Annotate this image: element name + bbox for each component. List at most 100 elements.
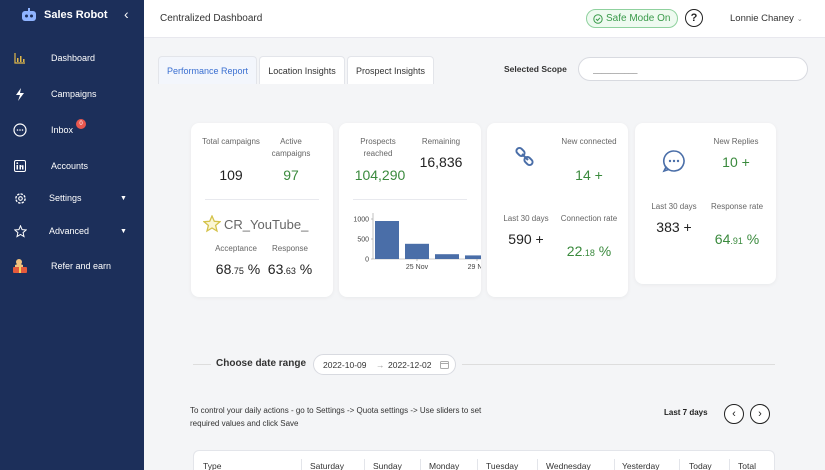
column-separator [537,459,538,470]
tab-location-insights[interactable]: Location Insights [259,56,345,84]
quota-note: To control your daily actions - go to Se… [190,406,482,428]
total-campaigns-value: 109 [219,167,243,183]
replies-card: New Replies 10 + Last 30 days 383 + Resp… [635,123,776,284]
robot-logo-icon [22,8,36,21]
user-menu[interactable]: Lonnie Chaney ⌄ [730,13,803,24]
sidebar-item-campaigns[interactable]: Campaigns [0,81,144,107]
new-connected-value: 14 + [575,167,603,183]
tab-performance-report[interactable]: Performance Report [158,56,257,84]
selected-scope-input[interactable] [578,57,808,81]
top-header: Centralized Dashboard Safe Mode On ? Lon… [144,0,825,38]
page-title: Centralized Dashboard [160,13,263,24]
next-button[interactable]: › [750,404,770,424]
check-circle-icon [593,13,603,24]
chart-bar[interactable] [375,221,399,259]
arrow-right-icon: → [376,359,385,370]
last-30-days-value: 383 + [656,219,692,235]
table-header-cell: Monday [429,461,460,470]
start-date: 2022-10-09 [323,359,367,370]
sidebar-item-label: Settings [49,193,82,203]
brand-name: Sales Robot [44,9,108,21]
previous-button[interactable]: ‹ [724,404,744,424]
x-tick-label: 29 No [468,264,481,271]
caret-down-icon: ▼ [120,227,127,235]
sidebar-item-label: Advanced [49,226,90,236]
response-value: 63.63 % [267,261,313,277]
active-campaigns-label: Active campaigns [271,137,311,158]
sidebar-item-refer[interactable]: Refer and earn [0,253,144,279]
brand[interactable]: Sales Robot [20,8,108,22]
response-rate-label: Response rate [710,202,764,211]
campaign-name: CR_YouTube_ [224,216,309,232]
chat-bubble-icon [12,122,28,138]
selected-scope-label: Selected Scope [504,64,567,74]
card-divider [205,199,319,200]
remaining-value: 16,836 [419,154,463,170]
chart-bar[interactable] [405,243,429,259]
y-tick-label: 1000 [353,217,369,224]
gift-person-icon [12,258,28,274]
calendar-icon [440,361,449,369]
chevron-down-icon: ⌄ [796,16,803,23]
new-replies-label: New Replies [713,137,759,146]
new-connected-label: New connected [561,137,617,146]
end-date: 2022-12-02 [388,359,432,370]
column-separator [614,459,615,470]
campaign-selector[interactable]: CR_YouTube_ [203,215,308,233]
prospects-card: Prospects reached 104,290 Remaining 16,8… [339,123,481,297]
connections-card: New connected 14 + Last 30 days 590 + Co… [487,123,628,297]
star-icon [12,223,28,239]
gear-icon [12,190,28,206]
activity-table-header: Type Saturday Sunday Monday Tuesday Wedn… [193,450,775,470]
linkedin-icon [12,158,28,174]
lightning-icon [12,86,28,102]
sidebar-item-label: Accounts [51,161,89,171]
table-header-cell: Wednesday [546,461,591,470]
y-tick-label: 500 [357,237,369,244]
column-separator [729,459,730,470]
table-header-cell: Saturday [310,461,345,470]
column-separator [679,459,680,470]
column-separator [364,459,365,470]
bar-chart-icon [12,50,28,66]
chart-bar[interactable] [465,255,481,259]
date-range-picker[interactable]: 2022-10-09 → 2022-12-02 [313,354,456,375]
remaining-label: Remaining [421,137,461,146]
x-tick-label: 25 Nov [406,264,429,271]
connection-rate-value: 22.18 % [566,243,612,259]
active-campaigns-value: 97 [283,167,299,183]
new-replies-value: 10 + [722,154,750,170]
sidebar-item-label: Refer and earn [51,261,112,271]
response-rate-value: 64.91 % [714,231,760,247]
safe-mode-label: Safe Mode On [606,13,671,24]
user-name: Lonnie Chaney [730,13,794,24]
sidebar-item-settings[interactable]: Settings ▼ [0,185,144,211]
table-header-cell: Type [203,461,222,470]
chevron-left-icon[interactable]: ‹ [124,6,129,22]
chat-bubble-icon [662,150,685,173]
inbox-badge: 0 [76,119,86,129]
sidebar-item-label: Dashboard [51,53,96,63]
range-divider [193,364,211,365]
prospects-reached-value: 104,290 [354,167,406,183]
acceptance-label: Acceptance [215,244,257,253]
acceptance-value: 68.75 % [215,261,261,277]
last-days-label: Last 7 days [664,408,708,417]
star-icon [203,215,221,233]
range-divider [462,364,775,365]
table-header-cell: Total [738,461,756,470]
sidebar-item-accounts[interactable]: Accounts [0,153,144,179]
date-range-label: Choose date range [216,358,307,369]
sidebar-item-advanced[interactable]: Advanced ▼ [0,218,144,244]
tab-prospect-insights[interactable]: Prospect Insights [347,56,434,84]
safe-mode-button[interactable]: Safe Mode On [586,9,679,28]
chart-bar[interactable] [435,254,459,259]
card-divider [353,199,467,200]
help-icon[interactable]: ? [685,9,703,27]
sidebar-item-inbox[interactable]: Inbox 0 [0,117,144,143]
total-campaigns-label: Total campaigns [202,137,260,146]
caret-down-icon: ▼ [120,194,127,202]
sidebar-item-dashboard[interactable]: Dashboard [0,45,144,71]
last-30-days-label: Last 30 days [651,202,697,211]
response-label: Response [271,244,309,253]
